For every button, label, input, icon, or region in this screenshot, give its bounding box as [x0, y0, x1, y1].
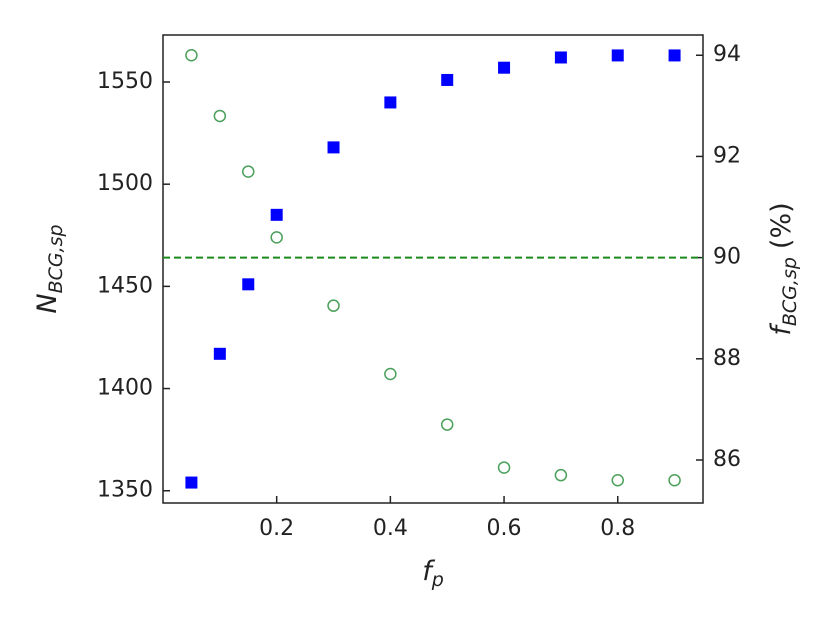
square-marker	[554, 51, 567, 64]
circle-marker	[668, 473, 681, 487]
x-tick-label: 0.6	[487, 516, 522, 541]
square-marker	[384, 96, 397, 109]
square-marker	[441, 73, 454, 86]
y-axis-label: NBCG,sp	[32, 224, 67, 313]
y2-axis-label: fBCG,sp(%)	[766, 202, 801, 335]
circle-marker	[611, 473, 624, 487]
y2-tick-label: 88	[713, 346, 741, 371]
circle-marker	[270, 231, 283, 244]
plot-frame	[162, 34, 704, 504]
circle-marker	[242, 165, 255, 178]
circle-marker	[384, 367, 397, 381]
y2-tick-label: 86	[713, 447, 741, 472]
x-tick-label: 0.4	[373, 516, 408, 541]
square-marker	[498, 61, 511, 74]
circle-marker	[185, 48, 198, 62]
square-marker	[327, 141, 340, 154]
x-tick-label: 0.2	[259, 516, 294, 541]
y-tick-label: 1500	[97, 171, 153, 196]
circle-marker	[554, 468, 568, 482]
circle-marker	[440, 418, 454, 431]
square-marker	[270, 208, 283, 221]
square-marker	[213, 347, 226, 360]
y-tick-label: 1450	[97, 273, 153, 298]
y-tick-label: 1400	[97, 376, 153, 401]
square-marker	[668, 49, 681, 62]
square-marker	[611, 49, 624, 62]
y2-tick-label: 92	[713, 143, 741, 168]
square-marker	[185, 476, 198, 489]
x-tick-label: 0.8	[600, 516, 635, 541]
x-axis-label: fp	[422, 556, 444, 591]
circle-marker	[213, 109, 227, 123]
y-tick-label: 1550	[97, 69, 153, 94]
circle-marker	[327, 299, 340, 312]
circle-marker	[497, 461, 511, 474]
y-tick-label: 1350	[97, 478, 153, 503]
y2-tick-label: 90	[713, 245, 741, 270]
y2-tick-label: 94	[713, 42, 741, 67]
square-marker	[242, 278, 255, 291]
